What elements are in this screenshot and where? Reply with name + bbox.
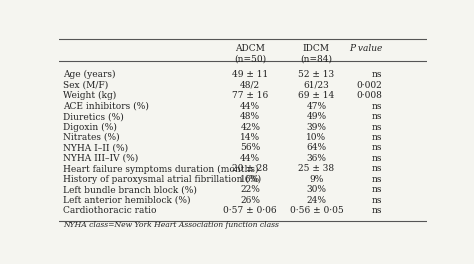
Text: 49 ± 11: 49 ± 11 (232, 70, 268, 79)
Text: 20 ± 28: 20 ± 28 (232, 164, 268, 173)
Text: IDCM
(n=84): IDCM (n=84) (301, 44, 332, 64)
Text: Nitrates (%): Nitrates (%) (63, 133, 119, 142)
Text: Cardiothoracic ratio: Cardiothoracic ratio (63, 206, 156, 215)
Text: Sex (M/F): Sex (M/F) (63, 81, 108, 90)
Text: 30%: 30% (306, 185, 327, 194)
Text: 44%: 44% (240, 154, 260, 163)
Text: Heart failure symptoms duration (months): Heart failure symptoms duration (months) (63, 164, 258, 173)
Text: 44%: 44% (240, 102, 260, 111)
Text: 48/2: 48/2 (240, 81, 260, 90)
Text: ns: ns (372, 206, 383, 215)
Text: ns: ns (372, 175, 383, 184)
Text: ns: ns (372, 122, 383, 131)
Text: History of paroxysmal atrial fibrillation (%): History of paroxysmal atrial fibrillatio… (63, 175, 261, 184)
Text: 52 ± 13: 52 ± 13 (298, 70, 335, 79)
Text: 56%: 56% (240, 144, 260, 153)
Text: 0·008: 0·008 (356, 91, 383, 100)
Text: 64%: 64% (306, 144, 327, 153)
Text: NYHA III–IV (%): NYHA III–IV (%) (63, 154, 138, 163)
Text: P value: P value (349, 44, 383, 53)
Text: 0·57 ± 0·06: 0·57 ± 0·06 (223, 206, 277, 215)
Text: 47%: 47% (306, 102, 327, 111)
Text: ns: ns (372, 112, 383, 121)
Text: 9%: 9% (309, 175, 324, 184)
Text: Weight (kg): Weight (kg) (63, 91, 116, 100)
Text: ns: ns (372, 102, 383, 111)
Text: NYHA class=New York Heart Association function class: NYHA class=New York Heart Association fu… (63, 221, 279, 229)
Text: 69 ± 14: 69 ± 14 (298, 91, 335, 100)
Text: NYHA I–II (%): NYHA I–II (%) (63, 144, 128, 153)
Text: 0·56 ± 0·05: 0·56 ± 0·05 (290, 206, 343, 215)
Text: 49%: 49% (306, 112, 327, 121)
Text: 77 ± 16: 77 ± 16 (232, 91, 268, 100)
Text: 26%: 26% (240, 196, 260, 205)
Text: ns: ns (372, 196, 383, 205)
Text: Diuretics (%): Diuretics (%) (63, 112, 124, 121)
Text: ns: ns (372, 154, 383, 163)
Text: Digoxin (%): Digoxin (%) (63, 122, 117, 132)
Text: Age (years): Age (years) (63, 70, 116, 79)
Text: Left anterior hemiblock (%): Left anterior hemiblock (%) (63, 196, 191, 205)
Text: ns: ns (372, 133, 383, 142)
Text: ns: ns (372, 70, 383, 79)
Text: 24%: 24% (306, 196, 327, 205)
Text: 0·002: 0·002 (357, 81, 383, 90)
Text: 22%: 22% (240, 185, 260, 194)
Text: ns: ns (372, 185, 383, 194)
Text: 14%: 14% (240, 133, 260, 142)
Text: 61/23: 61/23 (303, 81, 329, 90)
Text: 10%: 10% (306, 133, 327, 142)
Text: 16%: 16% (240, 175, 260, 184)
Text: ns: ns (372, 144, 383, 153)
Text: 48%: 48% (240, 112, 260, 121)
Text: 42%: 42% (240, 122, 260, 131)
Text: Left bundle branch block (%): Left bundle branch block (%) (63, 185, 197, 194)
Text: ADCM
(n=50): ADCM (n=50) (234, 44, 266, 64)
Text: 25 ± 38: 25 ± 38 (298, 164, 335, 173)
Text: 39%: 39% (306, 122, 327, 131)
Text: ACE inhibitors (%): ACE inhibitors (%) (63, 102, 149, 111)
Text: ns: ns (372, 164, 383, 173)
Text: 36%: 36% (306, 154, 327, 163)
